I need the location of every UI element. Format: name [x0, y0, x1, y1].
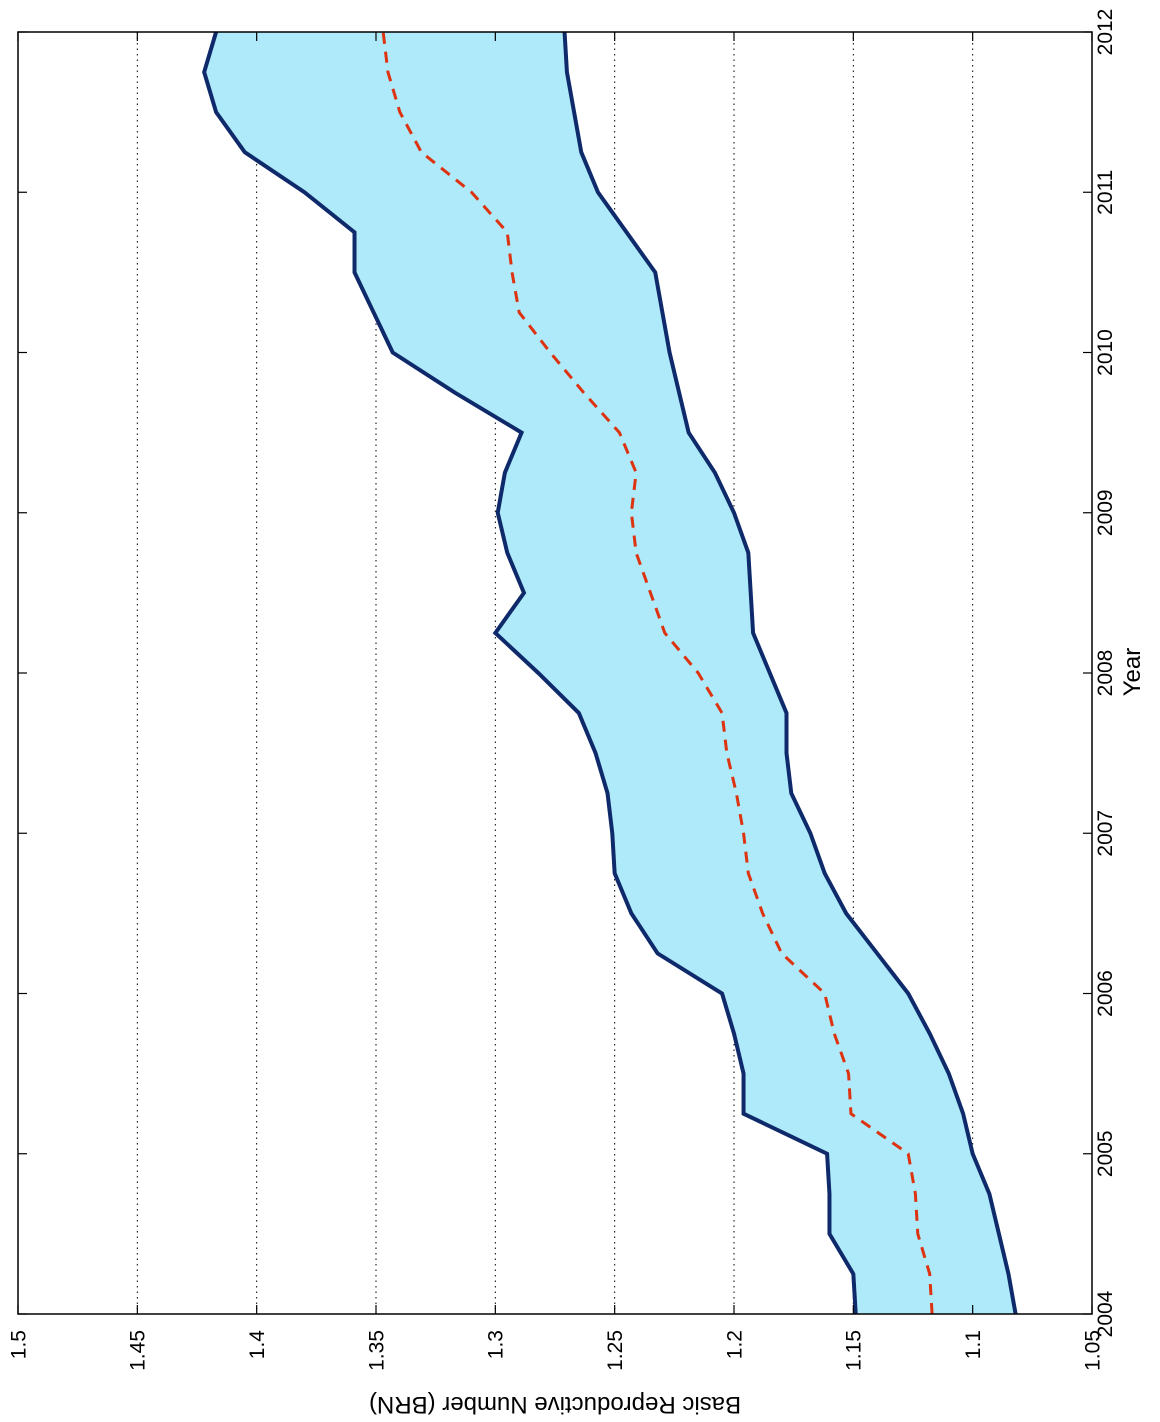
y-axis-title: Basic Reproductive Number (BRN)	[369, 1391, 741, 1418]
y-tick-label: 1.05	[1081, 1330, 1104, 1371]
lower-bound-line	[562, 31, 1018, 1315]
x-tick-label: 2005	[1094, 1130, 1117, 1177]
median-line	[381, 31, 934, 1315]
x-tick-label: 2012	[1094, 9, 1117, 56]
upper-bound-line	[202, 31, 858, 1315]
y-tick-label: 1.25	[604, 1330, 627, 1371]
y-tick-label: 1.5	[7, 1330, 30, 1359]
x-tick-label: 2007	[1094, 810, 1117, 857]
x-tick-label: 2011	[1094, 170, 1117, 215]
y-tick-label: 1.45	[127, 1330, 150, 1371]
y-tick-label: 1.2	[723, 1330, 746, 1359]
y-tick-label: 1.3	[485, 1330, 508, 1359]
y-tick-label: 1.4	[246, 1330, 269, 1360]
confidence-band	[204, 32, 1016, 1314]
y-tick-label: 1.35	[365, 1330, 388, 1371]
y-tick-label: 1.15	[843, 1330, 866, 1371]
y-tick-label: 1.1	[962, 1330, 985, 1359]
x-axis-title: Year	[1119, 648, 1146, 697]
x-tick-label: 2009	[1094, 489, 1117, 536]
x-tick-label: 2006	[1094, 970, 1117, 1017]
x-tick-label: 2008	[1094, 650, 1117, 697]
x-tick-label: 2010	[1094, 329, 1117, 376]
x-tick-label: 2004	[1094, 1290, 1117, 1337]
